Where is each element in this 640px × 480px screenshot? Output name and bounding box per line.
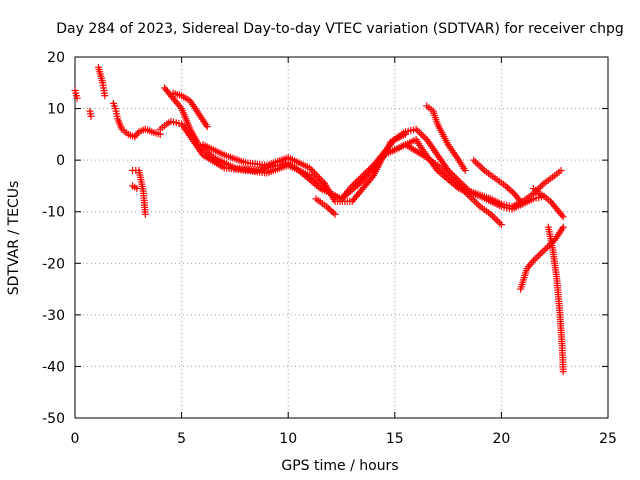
data-point bbox=[326, 206, 334, 214]
data-point bbox=[452, 174, 460, 182]
data-point bbox=[559, 213, 567, 221]
data-point bbox=[497, 221, 505, 229]
data-point bbox=[87, 112, 95, 120]
data-point bbox=[559, 368, 567, 376]
data-point bbox=[176, 103, 184, 111]
tick-labels: 0 5 10 15 20 25 20 10 0 -10 -20 -30 -40 -50 bbox=[42, 50, 617, 447]
data-point bbox=[329, 209, 337, 217]
y-tick-label: 0 bbox=[56, 153, 65, 169]
x-tick-label: 25 bbox=[599, 431, 617, 447]
data-point bbox=[519, 200, 527, 208]
data-point bbox=[328, 207, 336, 215]
data-point bbox=[454, 176, 462, 184]
y-tick-label: -20 bbox=[42, 256, 65, 272]
data-point bbox=[323, 203, 331, 211]
data-point bbox=[133, 185, 141, 193]
data-point bbox=[444, 166, 452, 174]
data-point bbox=[203, 123, 211, 131]
data-point bbox=[457, 179, 465, 187]
data-point bbox=[314, 172, 322, 180]
data-point bbox=[559, 223, 567, 231]
x-tick-label: 20 bbox=[492, 431, 510, 447]
y-tick-label: 10 bbox=[47, 102, 65, 118]
chart-title: Day 284 of 2023, Sidereal Day-to-day VTE… bbox=[56, 21, 624, 37]
data-points bbox=[71, 63, 567, 376]
data-point bbox=[310, 169, 318, 177]
data-point bbox=[505, 185, 513, 193]
y-tick-label: 20 bbox=[47, 50, 65, 66]
y-tick-label: -30 bbox=[42, 308, 65, 324]
y-tick-label: -40 bbox=[42, 359, 65, 375]
data-point bbox=[557, 166, 565, 174]
data-point bbox=[449, 171, 457, 179]
tick-marks bbox=[74, 56, 609, 419]
data-point bbox=[319, 178, 327, 186]
data-point bbox=[446, 168, 454, 176]
data-point bbox=[502, 182, 510, 190]
data-point bbox=[461, 182, 468, 190]
data-point bbox=[317, 176, 325, 184]
x-tick-label: 15 bbox=[386, 431, 404, 447]
data-point bbox=[309, 167, 317, 175]
data-point bbox=[331, 210, 339, 218]
data-point bbox=[503, 183, 511, 191]
data-point bbox=[312, 171, 320, 179]
x-tick-label: 0 bbox=[71, 431, 80, 447]
grid-lines bbox=[75, 57, 608, 418]
data-point bbox=[451, 173, 459, 181]
y-tick-label: -50 bbox=[42, 411, 65, 427]
data-point bbox=[134, 129, 142, 137]
data-point bbox=[306, 164, 314, 172]
y-tick-label: -10 bbox=[42, 205, 65, 221]
data-point bbox=[324, 204, 332, 212]
plot-border bbox=[74, 56, 609, 419]
data-point bbox=[73, 94, 81, 102]
y-axis-label: SDTVAR / TECUs bbox=[6, 181, 22, 296]
data-point bbox=[517, 198, 525, 206]
data-point bbox=[447, 170, 455, 178]
x-tick-label: 5 bbox=[177, 431, 186, 447]
data-point bbox=[307, 166, 315, 174]
data-point bbox=[558, 211, 566, 219]
x-tick-label: 10 bbox=[279, 431, 297, 447]
data-point bbox=[141, 210, 149, 218]
data-point bbox=[508, 188, 516, 196]
data-point bbox=[315, 174, 323, 182]
data-point bbox=[101, 92, 109, 100]
data-point bbox=[461, 166, 469, 174]
data-point bbox=[456, 178, 464, 186]
x-axis-label: GPS time / hours bbox=[281, 458, 398, 474]
data-point bbox=[507, 187, 515, 195]
plot-frame bbox=[74, 56, 609, 419]
data-point bbox=[368, 173, 376, 181]
